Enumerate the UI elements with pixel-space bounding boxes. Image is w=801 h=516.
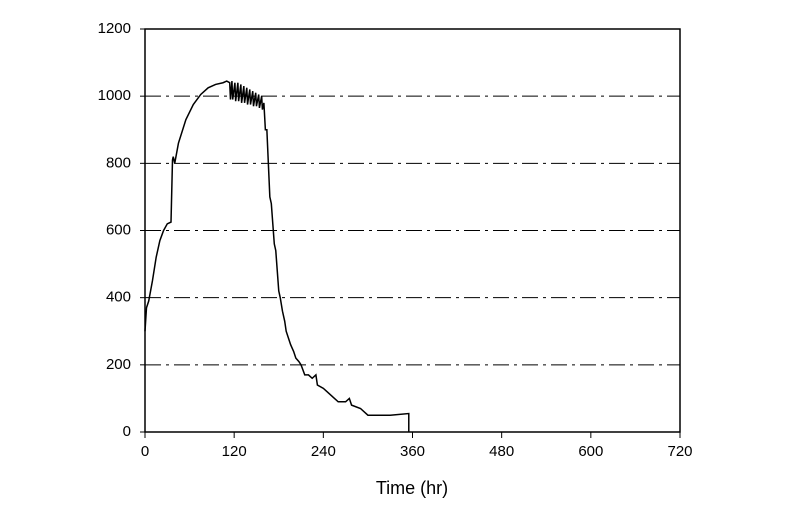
y-tick-label: 200 [106, 356, 131, 373]
y-tick-label: 1200 [98, 20, 131, 37]
data-line [144, 80, 410, 432]
x-tick-label: 480 [489, 443, 514, 460]
x-tick-label: 360 [400, 443, 425, 460]
x-tick-label: 240 [311, 443, 336, 460]
y-tick-label: 800 [106, 154, 131, 171]
y-tick-label: 600 [106, 221, 131, 238]
y-tick-label: 400 [106, 289, 131, 306]
plot-frame [144, 28, 681, 433]
x-tick-label: 120 [222, 443, 247, 460]
x-tick-label: 600 [578, 443, 603, 460]
x-tick-label: 0 [141, 443, 149, 460]
y-tick-label: 0 [123, 423, 131, 440]
y-tick-label: 1000 [98, 87, 131, 104]
x-axis-label: Time (hr) [376, 478, 448, 498]
x-tick-label: 720 [667, 443, 692, 460]
